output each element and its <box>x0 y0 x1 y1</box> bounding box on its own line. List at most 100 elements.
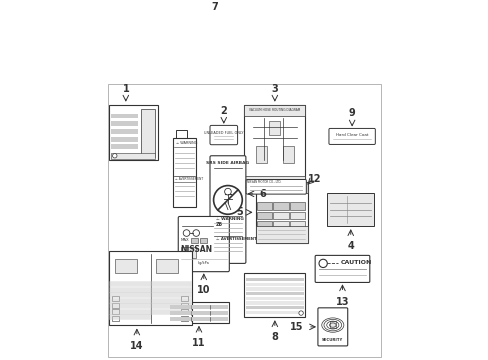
Text: Hard Clear Coat: Hard Clear Coat <box>335 133 367 137</box>
Text: ⚠ WARNING: ⚠ WARNING <box>175 141 197 145</box>
Bar <box>156 259 178 273</box>
Bar <box>256 231 271 239</box>
Bar <box>245 297 303 300</box>
Bar <box>170 317 227 321</box>
Bar <box>273 212 288 219</box>
Bar <box>255 226 307 243</box>
Text: 10: 10 <box>197 285 210 296</box>
Bar <box>329 321 335 328</box>
Text: UNLEADED FUEL ONLY: UNLEADED FUEL ONLY <box>203 131 243 135</box>
Bar <box>112 316 119 321</box>
Bar <box>255 146 266 163</box>
Bar <box>245 278 303 281</box>
Circle shape <box>224 188 231 195</box>
Bar <box>110 137 138 142</box>
Bar <box>181 247 196 258</box>
Text: ⚠ AVERTISSEMENT: ⚠ AVERTISSEMENT <box>215 237 256 240</box>
Text: 5: 5 <box>236 207 243 217</box>
Bar <box>289 231 305 239</box>
Text: 14: 14 <box>130 341 143 351</box>
Bar <box>273 221 288 229</box>
Text: 8: 8 <box>271 332 278 342</box>
FancyBboxPatch shape <box>245 180 305 194</box>
Bar <box>245 311 303 314</box>
Bar <box>245 306 303 310</box>
Text: 6: 6 <box>259 189 266 199</box>
Bar <box>190 238 197 243</box>
Bar <box>181 310 187 314</box>
Text: Z6: Z6 <box>215 222 222 227</box>
Bar <box>244 176 305 188</box>
Bar <box>289 202 305 210</box>
Bar <box>110 121 138 126</box>
Text: 11: 11 <box>192 338 205 348</box>
Bar <box>244 273 305 317</box>
Circle shape <box>112 154 117 158</box>
Bar <box>172 138 196 207</box>
Text: 13: 13 <box>335 297 348 306</box>
Bar <box>181 296 187 301</box>
Bar <box>256 202 271 210</box>
Bar <box>112 303 119 307</box>
Text: 2: 2 <box>220 106 227 116</box>
Text: 7: 7 <box>211 2 218 12</box>
Text: 9: 9 <box>348 108 355 118</box>
Circle shape <box>318 259 326 267</box>
Bar <box>115 259 137 273</box>
Bar <box>200 238 207 243</box>
Text: NISSAN MOTOR CO., LTD.: NISSAN MOTOR CO., LTD. <box>247 180 281 184</box>
Bar <box>245 287 303 291</box>
Bar <box>273 202 288 210</box>
Bar <box>109 105 157 160</box>
Text: 4: 4 <box>346 241 353 251</box>
Circle shape <box>298 311 303 315</box>
Bar <box>244 105 305 116</box>
Bar <box>256 212 271 219</box>
Text: kg/kPa: kg/kPa <box>198 261 209 265</box>
Circle shape <box>213 185 242 214</box>
Bar <box>245 292 303 296</box>
Circle shape <box>183 230 189 237</box>
Bar <box>141 109 155 157</box>
Bar <box>244 105 305 188</box>
FancyBboxPatch shape <box>317 308 347 346</box>
Bar <box>289 212 305 219</box>
Bar <box>273 231 288 239</box>
Text: ⚠ AVERTISSEMENT: ⚠ AVERTISSEMENT <box>175 177 203 181</box>
Bar <box>110 113 138 118</box>
Bar <box>110 129 138 134</box>
Bar <box>181 316 187 321</box>
Text: SRS SIDE AIRBAG: SRS SIDE AIRBAG <box>206 161 249 165</box>
Bar <box>289 221 305 229</box>
Bar <box>110 144 138 149</box>
Bar <box>255 182 307 193</box>
Text: 15: 15 <box>290 322 303 332</box>
Bar <box>110 153 155 158</box>
Text: 12: 12 <box>307 174 321 184</box>
Bar <box>175 130 186 138</box>
Text: CAUTION: CAUTION <box>341 260 372 265</box>
Bar <box>255 182 307 243</box>
Bar <box>256 221 271 229</box>
FancyBboxPatch shape <box>314 255 369 283</box>
Bar <box>269 121 280 135</box>
Bar <box>245 283 303 286</box>
Text: SECURITY: SECURITY <box>322 338 343 342</box>
Circle shape <box>192 230 199 237</box>
Text: VACUUM HOSE ROUTING DIAGRAM: VACUUM HOSE ROUTING DIAGRAM <box>249 108 300 112</box>
Bar <box>170 311 227 315</box>
Bar <box>109 251 192 325</box>
Text: 3: 3 <box>271 84 278 94</box>
FancyBboxPatch shape <box>209 156 245 264</box>
FancyBboxPatch shape <box>328 129 375 144</box>
Text: MAX: MAX <box>181 238 189 242</box>
Bar <box>326 193 373 226</box>
Text: NISSAN: NISSAN <box>180 245 212 254</box>
Bar <box>245 301 303 305</box>
Bar <box>283 146 294 163</box>
Bar <box>181 303 187 307</box>
Text: ⚠ WARNING: ⚠ WARNING <box>215 217 243 221</box>
Bar <box>112 310 119 314</box>
Text: 1: 1 <box>122 84 129 94</box>
FancyBboxPatch shape <box>209 125 237 145</box>
